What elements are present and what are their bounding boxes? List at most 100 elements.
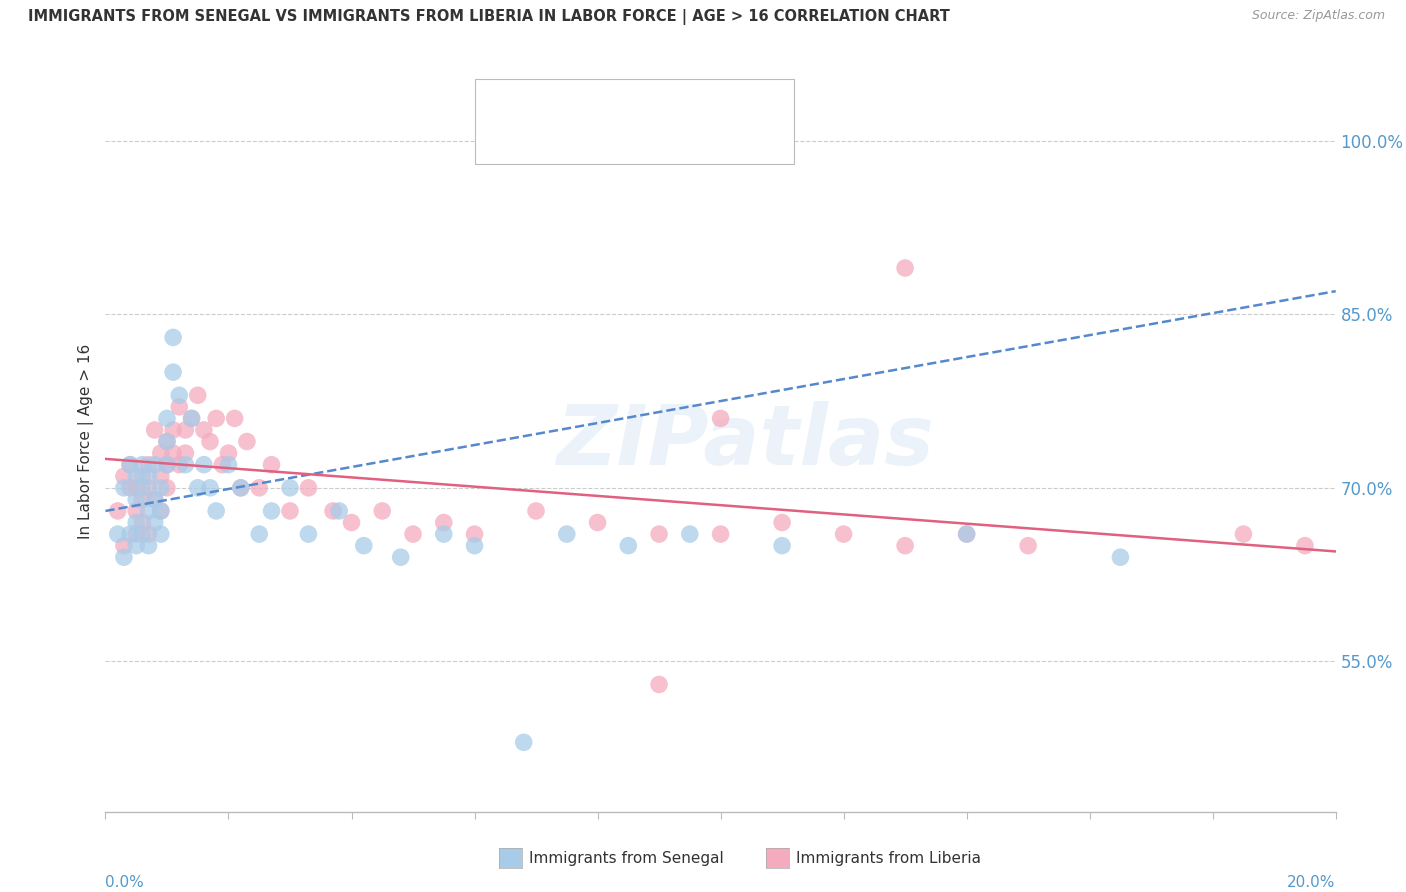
Point — [131, 481, 153, 495]
Point — [205, 411, 228, 425]
Point — [187, 481, 209, 495]
Point — [770, 539, 793, 553]
Point — [138, 504, 160, 518]
Point — [894, 539, 917, 553]
Point — [138, 539, 160, 553]
Point — [353, 539, 375, 553]
Y-axis label: In Labor Force | Age > 16: In Labor Force | Age > 16 — [79, 344, 94, 539]
Text: ZIPatlas: ZIPatlas — [557, 401, 934, 482]
Point — [247, 527, 270, 541]
Point — [125, 492, 148, 507]
Point — [402, 527, 425, 541]
Point — [169, 458, 191, 472]
Point — [169, 388, 191, 402]
Point — [125, 481, 148, 495]
Point — [156, 458, 179, 472]
Point — [169, 400, 191, 414]
Point — [648, 677, 671, 691]
Point — [125, 539, 148, 553]
Point — [131, 458, 153, 472]
Point — [138, 527, 160, 541]
Point — [162, 365, 184, 379]
Point — [131, 492, 153, 507]
Text: Source: ZipAtlas.com: Source: ZipAtlas.com — [1251, 9, 1385, 22]
Point — [894, 260, 917, 275]
Point — [131, 516, 153, 530]
Point — [433, 516, 456, 530]
Point — [224, 411, 246, 425]
Point — [464, 527, 486, 541]
Point — [156, 411, 179, 425]
Point — [433, 527, 456, 541]
Point — [371, 504, 394, 518]
Point — [107, 504, 129, 518]
Point — [138, 469, 160, 483]
Point — [112, 469, 135, 483]
Point — [260, 504, 283, 518]
Text: IMMIGRANTS FROM SENEGAL VS IMMIGRANTS FROM LIBERIA IN LABOR FORCE | AGE > 16 COR: IMMIGRANTS FROM SENEGAL VS IMMIGRANTS FR… — [28, 9, 950, 25]
Point — [107, 527, 129, 541]
Point — [162, 446, 184, 460]
Point — [524, 504, 547, 518]
Point — [389, 550, 412, 565]
Point — [198, 481, 221, 495]
Point — [513, 735, 536, 749]
Point — [648, 527, 671, 541]
Point — [229, 481, 252, 495]
Point — [149, 446, 172, 460]
Point — [138, 458, 160, 472]
Point — [236, 434, 259, 449]
Point — [112, 481, 135, 495]
Point — [211, 458, 233, 472]
Point — [143, 492, 166, 507]
Point — [120, 458, 141, 472]
Point — [149, 527, 172, 541]
Point — [193, 423, 215, 437]
Point — [125, 516, 148, 530]
Point — [143, 516, 166, 530]
Point — [156, 434, 179, 449]
Point — [710, 411, 733, 425]
Point — [278, 504, 301, 518]
Point — [229, 481, 252, 495]
Point — [131, 469, 153, 483]
Point — [125, 469, 148, 483]
Point — [328, 504, 350, 518]
Point — [586, 516, 609, 530]
Point — [464, 539, 486, 553]
Point — [679, 527, 702, 541]
Point — [149, 504, 172, 518]
Point — [180, 411, 202, 425]
Point — [149, 469, 172, 483]
Point — [297, 481, 319, 495]
Point — [1017, 539, 1039, 553]
Text: Immigrants from Senegal: Immigrants from Senegal — [529, 851, 724, 865]
Point — [156, 434, 179, 449]
Point — [180, 411, 202, 425]
Point — [198, 434, 221, 449]
Text: 20.0%: 20.0% — [1288, 875, 1336, 890]
Point — [832, 527, 855, 541]
Point — [555, 527, 578, 541]
Point — [143, 458, 166, 472]
Point — [1109, 550, 1132, 565]
Point — [131, 527, 153, 541]
Point — [260, 458, 283, 472]
Point — [218, 446, 240, 460]
Point — [1294, 539, 1316, 553]
Text: Immigrants from Liberia: Immigrants from Liberia — [796, 851, 981, 865]
Point — [156, 458, 179, 472]
Point — [125, 527, 148, 541]
Point — [143, 423, 166, 437]
Point — [956, 527, 979, 541]
Point — [956, 527, 979, 541]
Point — [112, 550, 135, 565]
Point — [112, 539, 135, 553]
Point — [205, 504, 228, 518]
Point — [143, 492, 166, 507]
Point — [187, 388, 209, 402]
Text: R =  0.175   N = 51: R = 0.175 N = 51 — [538, 93, 688, 108]
Point — [297, 527, 319, 541]
Point — [149, 481, 172, 495]
Point — [156, 481, 179, 495]
